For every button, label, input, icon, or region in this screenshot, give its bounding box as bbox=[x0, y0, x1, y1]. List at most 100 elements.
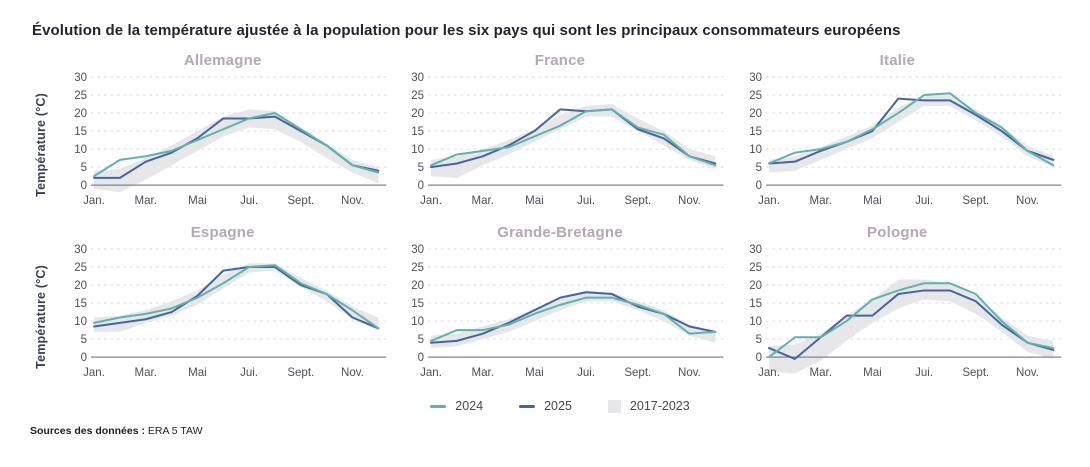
y-tick-label: 20 bbox=[74, 280, 87, 292]
y-tick-label: 20 bbox=[412, 280, 425, 292]
y-tick-label: 25 bbox=[412, 90, 425, 102]
y-tick-label: 0 bbox=[81, 352, 87, 364]
legend-item-2025: 2025 bbox=[519, 399, 572, 413]
page-title: Évolution de la température ajustée à la… bbox=[32, 22, 901, 39]
y-tick-label: 30 bbox=[749, 244, 762, 256]
legend-line-swatch bbox=[430, 404, 447, 408]
subplot-title-grande-bretagne: Grande-Bretagne bbox=[497, 224, 623, 242]
chart-espagne: 0 5 10 15 20 25 30 Jan. Mar. Mai Jui. Sept. Nov. bbox=[54, 243, 391, 395]
y-tick-label: 5 bbox=[81, 334, 87, 346]
legend: 2024 2025 2017-2023 bbox=[54, 399, 1066, 413]
y-tick-label: 10 bbox=[74, 144, 87, 156]
legend-label: 2024 bbox=[455, 399, 484, 414]
y-tick-label: 25 bbox=[749, 262, 762, 274]
chart-allemagne: 0 5 10 15 20 25 30 Jan. Mar. Mai Jui. Sept. Nov. bbox=[54, 71, 391, 223]
x-tick-label: Jan. bbox=[758, 367, 780, 379]
subplot-allemagne: Allemagne 0 5 10 15 20 25 30 Jan. Mar. Mai Jui. Sep… bbox=[54, 51, 391, 223]
y-tick-label: 15 bbox=[74, 298, 87, 310]
source-value: ERA 5 TAW bbox=[147, 425, 203, 438]
series-line-2024 bbox=[93, 264, 380, 330]
series-line-2024 bbox=[767, 92, 1054, 167]
x-tick-label: Mai bbox=[525, 367, 544, 379]
y-tick-label: 10 bbox=[74, 316, 87, 328]
x-tick-label: Mar. bbox=[809, 195, 831, 207]
y-tick-label: 0 bbox=[81, 180, 87, 192]
subplot-espagne: Espagne 0 5 10 15 20 25 30 Jan. Mar. Mai Jui. Sept.… bbox=[54, 223, 391, 395]
x-tick-label: Nov. bbox=[341, 195, 364, 207]
range-band-2017-2023 bbox=[94, 263, 379, 333]
subplot-title-espagne: Espagne bbox=[190, 224, 255, 242]
x-tick-label: Nov. bbox=[341, 367, 364, 379]
series-line-2024 bbox=[430, 108, 717, 167]
x-tick-label: Nov. bbox=[1016, 195, 1039, 207]
y-tick-label: 5 bbox=[418, 162, 424, 174]
chart-italie: 0 5 10 15 20 25 30 Jan. Mar. Mai Jui. Sept. Nov. bbox=[729, 71, 1066, 223]
y-tick-label: 15 bbox=[749, 126, 762, 138]
subplot-title-allemagne: Allemagne bbox=[183, 52, 262, 69]
y-tick-label: 30 bbox=[74, 244, 87, 256]
chart-france: 0 5 10 15 20 25 30 Jan. Mar. Mai Jui. Sept. Nov. bbox=[391, 71, 728, 223]
x-tick-label: Nov. bbox=[1016, 367, 1039, 379]
x-tick-label: Nov. bbox=[678, 195, 701, 207]
x-tick-label: Sept. bbox=[962, 367, 989, 379]
y-tick-label: 0 bbox=[418, 352, 424, 364]
y-tick-label: 5 bbox=[755, 334, 761, 346]
chart-pologne: 0 5 10 15 20 25 30 Jan. Mar. Mai Jui. Sept. Nov. bbox=[729, 243, 1066, 395]
x-tick-label: Mar. bbox=[472, 195, 494, 207]
y-tick-label: 10 bbox=[749, 144, 762, 156]
subplot-pologne: Pologne 0 5 10 15 20 25 30 Jan. Mar. Mai Jui. Sept.… bbox=[729, 223, 1066, 395]
legend-label: 2017-2023 bbox=[629, 399, 690, 414]
x-tick-label: Sept. bbox=[287, 195, 314, 207]
y-tick-label: 0 bbox=[418, 180, 424, 192]
x-tick-label: Sept. bbox=[625, 195, 652, 207]
y-tick-label: 20 bbox=[412, 108, 425, 120]
range-band-2017-2023 bbox=[94, 109, 379, 193]
y-tick-label: 0 bbox=[755, 352, 761, 364]
series-line-2025 bbox=[430, 108, 717, 169]
x-tick-label: Jui. bbox=[915, 367, 933, 379]
x-tick-label: Mai bbox=[863, 195, 882, 207]
source-note: Sources des données : ERA 5 TAW bbox=[30, 425, 1066, 437]
series-line-2025 bbox=[767, 97, 1054, 165]
range-band-2017-2023 bbox=[431, 104, 716, 178]
chart-row-2: Température (°C) Espagne 0 5 10 15 20 25 30 Jan… bbox=[28, 223, 1066, 395]
subplot-title-italie: Italie bbox=[879, 52, 916, 69]
y-tick-label: 25 bbox=[74, 262, 87, 274]
x-tick-label: Jan. bbox=[83, 195, 105, 207]
subplot-italie: Italie 0 5 10 15 20 25 30 Jan. Mar. Mai Jui. Sept. N… bbox=[729, 51, 1066, 223]
x-tick-label: Mai bbox=[525, 195, 544, 207]
source-label: Sources des données : bbox=[30, 425, 145, 438]
y-tick-label: 5 bbox=[418, 334, 424, 346]
y-tick-label: 10 bbox=[412, 144, 425, 156]
series-line-2025 bbox=[93, 266, 380, 330]
y-tick-label: 15 bbox=[412, 126, 425, 138]
chart-canvas: 0 5 10 15 20 25 30 Jan. Mar. Mai Jui. Sept. Nov. bbox=[412, 244, 724, 379]
y-tick-label: 5 bbox=[755, 162, 761, 174]
chart-canvas: 0 5 10 15 20 25 30 Jan. Mar. Mai Jui. Sept. Nov. bbox=[412, 72, 724, 207]
range-band-2017-2023 bbox=[768, 279, 1053, 374]
y-tick-label: 15 bbox=[412, 298, 425, 310]
y-tick-label: 5 bbox=[81, 162, 87, 174]
range-band-2017-2023 bbox=[431, 290, 716, 349]
series-line-2024 bbox=[93, 112, 380, 178]
y-tick-label: 10 bbox=[412, 316, 425, 328]
range-band-2017-2023 bbox=[768, 95, 1053, 173]
y-tick-label: 25 bbox=[74, 90, 87, 102]
subplot-france: France 0 5 10 15 20 25 30 Jan. Mar. Mai Jui. Sept. N… bbox=[391, 51, 728, 223]
y-tick-label: 20 bbox=[74, 108, 87, 120]
subplot-title-france: France bbox=[534, 52, 586, 69]
x-tick-label: Jui. bbox=[240, 195, 258, 207]
series-line-2024 bbox=[767, 282, 1054, 359]
y-tick-label: 30 bbox=[412, 72, 425, 84]
chart-canvas: 0 5 10 15 20 25 30 Jan. Mar. Mai Jui. Sept. Nov. bbox=[74, 72, 387, 207]
y-tick-label: 25 bbox=[749, 90, 762, 102]
x-tick-label: Jui. bbox=[577, 195, 595, 207]
chart-canvas: 0 5 10 15 20 25 30 Jan. Mar. Mai Jui. Sept. Nov. bbox=[749, 244, 1061, 379]
x-tick-label: Mar. bbox=[472, 367, 494, 379]
legend-item-2024: 2024 bbox=[430, 399, 483, 413]
subplot-grande-bretagne: Grande-Bretagne 0 5 10 15 20 25 30 Jan. Mar. Mai J… bbox=[391, 223, 728, 395]
y-tick-label: 15 bbox=[749, 298, 762, 310]
chart-canvas: 0 5 10 15 20 25 30 Jan. Mar. Mai Jui. Sept. Nov. bbox=[74, 244, 387, 379]
x-tick-label: Jan. bbox=[420, 195, 442, 207]
y-tick-label: 20 bbox=[749, 280, 762, 292]
